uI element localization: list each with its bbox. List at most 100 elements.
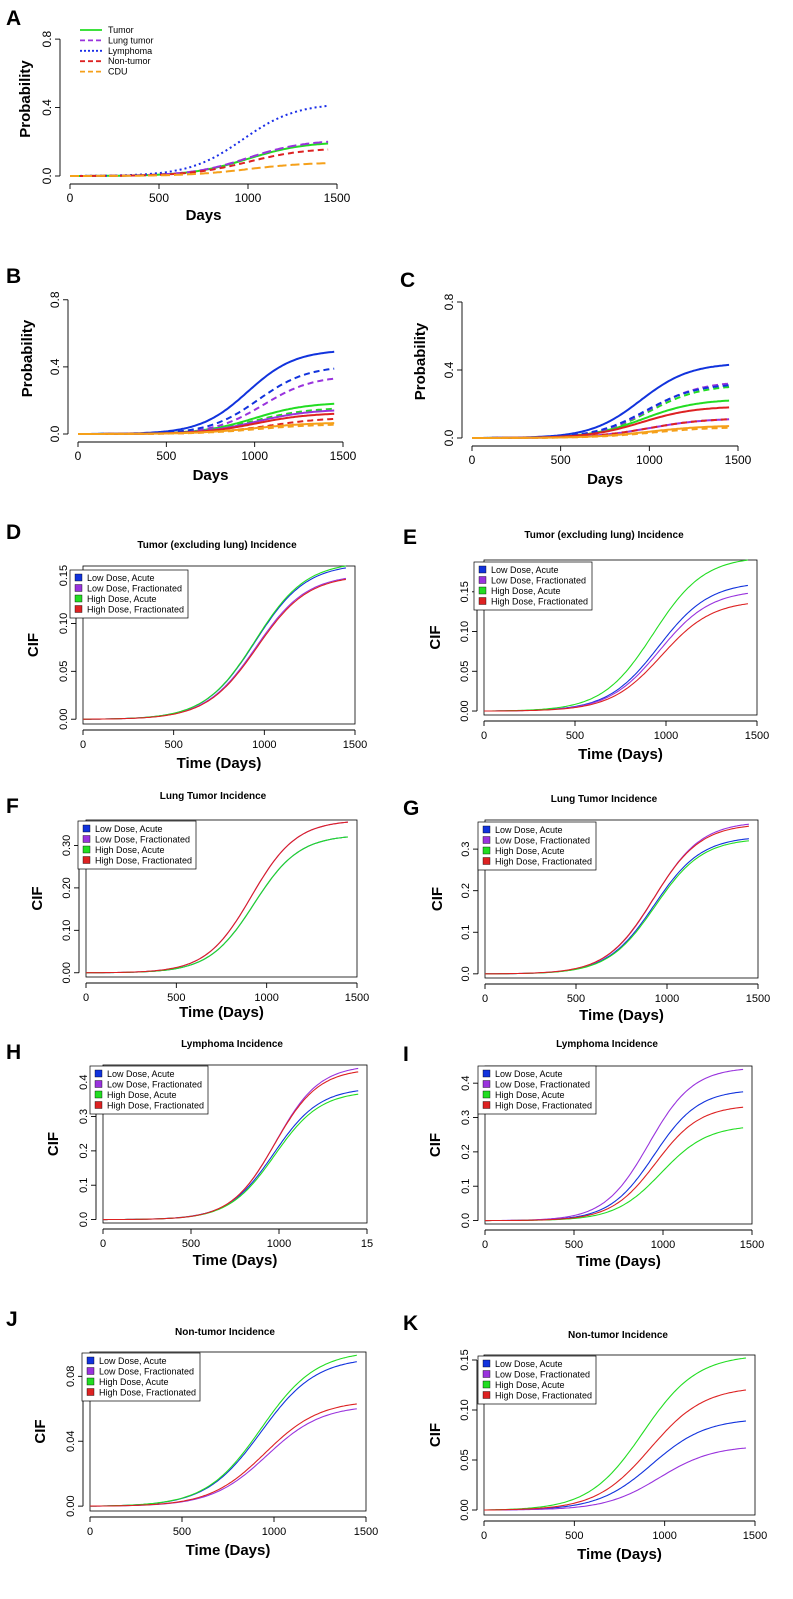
- series-line-B: [78, 423, 335, 435]
- y-tick-label-J: 0.00: [65, 1495, 77, 1516]
- legend-label-G: Low Dose, Fractionated: [495, 836, 590, 846]
- x-tick-label-I: 1500: [740, 1239, 764, 1251]
- legend-label-G: High Dose, Acute: [495, 846, 565, 856]
- legend-label-K: High Dose, Acute: [495, 1380, 565, 1390]
- y-tick-label-J: 0.04: [65, 1431, 77, 1452]
- y-tick-label-I: 0.1: [460, 1179, 472, 1194]
- series-line-J: [90, 1408, 357, 1507]
- series-line-B: [78, 350, 335, 435]
- legend-label-J: High Dose, Acute: [99, 1377, 169, 1387]
- legend-label-F: Low Dose, Acute: [95, 824, 163, 834]
- legend-swatch-D: [74, 605, 83, 613]
- legend-label-E: High Dose, Fractionated: [491, 597, 588, 607]
- legend-label-J: High Dose, Fractionated: [99, 1388, 196, 1398]
- x-tick-label-D: 1500: [343, 739, 367, 751]
- y-tick-label-F: 0.00: [61, 962, 73, 983]
- legend-box-E: [473, 561, 593, 611]
- legend-label-K: Low Dose, Acute: [495, 1359, 563, 1369]
- y-axis-title-A: Probability: [17, 60, 34, 138]
- legend-swatch-J: [86, 1356, 95, 1365]
- y-tick-label-E: 0.00: [459, 700, 471, 721]
- legend-swatch-D: [74, 573, 83, 582]
- x-tick-label-B: 1500: [330, 449, 357, 463]
- x-tick-label-K: 500: [565, 1530, 583, 1542]
- legend-label-H: Low Dose, Fractionated: [107, 1080, 202, 1090]
- x-tick-label-A: 0: [67, 191, 74, 205]
- chart-title-K: Non-tumor Incidence: [568, 1330, 668, 1341]
- y-tick-label-H: 0.3: [78, 1109, 90, 1124]
- y-tick-label-B: 0.0: [48, 425, 62, 442]
- y-tick-label-A: 0.8: [40, 30, 54, 47]
- legend-box-K: [477, 1355, 597, 1405]
- legend-label-F: High Dose, Fractionated: [95, 856, 192, 866]
- x-tick-label-I: 500: [565, 1239, 583, 1251]
- x-tick-label-F: 0: [83, 992, 89, 1004]
- x-tick-label-H: 15: [361, 1238, 373, 1250]
- legend-swatch-D: [74, 584, 83, 592]
- plot-frame-H: [102, 1064, 368, 1224]
- series-line-K: [484, 1420, 747, 1511]
- legend-label-F: High Dose, Acute: [95, 845, 165, 855]
- x-tick-label-C: 0: [469, 453, 476, 467]
- panel-label-C: C: [400, 269, 415, 292]
- y-tick-label-I: 0.0: [460, 1213, 472, 1228]
- legend-swatch-K: [482, 1359, 491, 1368]
- x-axis-title-K: Time (Days): [577, 1546, 662, 1563]
- panel-J: 0 500 1000 1500 0.00 0.04 0.08 Time (Days) CIF J N…: [6, 1308, 378, 1559]
- legend-swatch-I: [482, 1080, 491, 1088]
- legend-swatch-I: [482, 1069, 491, 1078]
- x-tick-label-F: 500: [167, 992, 185, 1004]
- legend-box-H: [89, 1065, 209, 1115]
- legend-label-A: Tumor: [108, 25, 134, 35]
- plot-frame-K: [483, 1354, 756, 1516]
- y-tick-label-A: 0.0: [40, 167, 54, 184]
- x-tick-label-G: 500: [567, 993, 585, 1005]
- y-tick-label-K: 0.00: [459, 1499, 471, 1520]
- chart-title-E: Tumor (excluding lung) Incidence: [524, 530, 684, 541]
- legend-box-D: [69, 569, 189, 619]
- plot-frame-E: [483, 559, 758, 716]
- y-tick-label-I: 0.3: [460, 1110, 472, 1125]
- x-tick-label-C: 500: [551, 453, 571, 467]
- y-axis-title-I: CIF: [427, 1133, 444, 1157]
- series-line-A: [70, 142, 329, 177]
- series-line-F: [85, 821, 349, 974]
- y-tick-label-J: 0.08: [65, 1366, 77, 1387]
- x-tick-label-B: 1000: [241, 449, 268, 463]
- legend-label-J: Low Dose, Acute: [99, 1356, 167, 1366]
- x-tick-label-H: 1000: [267, 1238, 291, 1250]
- series-line-I: [485, 1106, 744, 1222]
- x-tick-label-C: 1500: [725, 453, 752, 467]
- x-tick-label-A: 500: [149, 191, 169, 205]
- legend-swatch-I: [482, 1101, 491, 1109]
- y-tick-label-H: 0.4: [78, 1075, 90, 1090]
- x-tick-label-K: 1500: [743, 1530, 767, 1542]
- legend-label-H: High Dose, Acute: [107, 1090, 177, 1100]
- legend-swatch-E: [478, 597, 487, 605]
- series-line-E: [484, 603, 748, 712]
- legend-label-K: High Dose, Fractionated: [495, 1391, 592, 1401]
- series-line-K: [484, 1389, 747, 1511]
- panel-label-E: E: [403, 526, 417, 549]
- legend-label-E: Low Dose, Acute: [491, 565, 559, 575]
- panel-D: 0 500 1000 1500 0.00 0.05 0.10 0.15 Time (Days) C…: [6, 521, 367, 772]
- series-line-I: [485, 1127, 744, 1222]
- y-tick-label-I: 0.2: [460, 1144, 472, 1159]
- x-tick-label-K: 1000: [652, 1530, 676, 1542]
- x-tick-label-H: 0: [100, 1238, 106, 1250]
- panel-label-K: K: [403, 1312, 418, 1335]
- x-tick-label-J: 500: [173, 1526, 191, 1538]
- x-tick-label-H: 500: [182, 1238, 200, 1250]
- legend-swatch-E: [478, 576, 487, 584]
- x-tick-label-F: 1000: [254, 992, 278, 1004]
- x-axis-title-B: Days: [193, 467, 229, 484]
- y-tick-label-K: 0.15: [459, 1349, 471, 1370]
- legend-swatch-G: [482, 836, 491, 844]
- series-line-H: [103, 1071, 359, 1221]
- legend-swatch-F: [82, 835, 91, 843]
- chart-title-F: Lung Tumor Incidence: [160, 791, 267, 802]
- x-tick-label-E: 500: [566, 730, 584, 742]
- y-tick-label-D: 0.05: [58, 661, 70, 682]
- panel-B: 0500100015000.00.40.8DaysProbabilityBTum…: [6, 265, 357, 484]
- x-tick-label-G: 0: [482, 993, 488, 1005]
